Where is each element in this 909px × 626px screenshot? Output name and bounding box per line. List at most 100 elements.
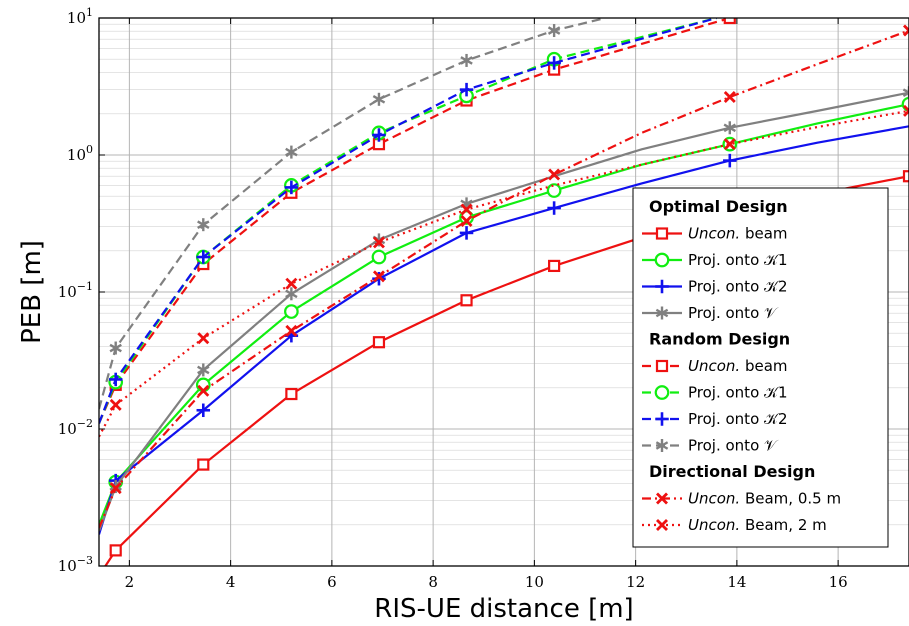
legend-heading: Optimal Design [649,197,788,216]
legend-swatch-marker [654,385,670,400]
data-point [548,259,561,273]
x-tick-label: 10 [525,573,544,591]
y-tick-label: 101 [67,6,93,27]
legend: Optimal Design Uncon. beam Proj. onto 𝒦1 Pr… [632,187,889,548]
data-point [547,201,561,215]
legend-heading: Random Design [649,330,790,349]
data-point [109,544,122,557]
x-tick-label: 8 [428,573,438,591]
data-point [372,336,386,349]
y-tick-label: 10−1 [58,280,93,301]
series-5 [99,18,717,424]
legend-swatch-marker [655,306,669,320]
data-point [723,18,736,25]
data-point [284,180,299,195]
legend-swatch-marker [656,492,668,505]
data-point [547,56,561,70]
data-point [197,332,210,345]
data-point [459,82,474,97]
data-point [284,304,299,319]
legend-swatch-marker [655,279,669,294]
legend-swatch-marker [655,227,669,240]
data-point [372,271,386,286]
legend-entry-label: Proj. onto 𝒱 [688,304,779,322]
y-tick-label: 100 [67,143,93,164]
y-axis-label: PEB [m] [17,240,47,344]
x-tick-label: 16 [829,573,848,591]
data-point [902,86,909,100]
series-line [99,18,606,410]
data-point [460,294,473,307]
x-axis-label: RIS-UE distance [m] [374,594,633,624]
series-lines [99,18,909,566]
data-point [460,203,473,216]
data-point [372,128,386,142]
data-point [109,341,122,355]
legend-entry-label: Uncon. Beam, 2 m [688,516,827,534]
legend-entry-label: Proj. onto 𝒱 [688,437,779,455]
x-tick-label: 2 [125,573,135,591]
data-point [285,287,298,301]
data-point [723,121,737,135]
data-point [285,387,298,401]
data-point [372,236,385,249]
y-tick-label: 10−2 [58,417,93,438]
x-tick-label: 4 [226,573,236,591]
data-point [197,363,210,377]
axis-ticks: 2 4 6 8 10 12 14 16 10−3 10−2 10−1 100 101 [58,6,848,591]
data-point [546,183,562,198]
data-point [548,168,561,181]
series-line [99,18,717,424]
legend-swatch-marker [656,519,668,531]
legend-swatch-marker [654,252,670,268]
data-point [196,403,211,418]
legend-swatch-marker [655,439,669,452]
legend-entry-label: Uncon. beam [688,225,788,243]
series-6 [99,18,717,424]
data-point [285,145,298,159]
data-point [109,482,122,495]
data-point [197,218,210,232]
x-tick-label: 6 [327,573,337,591]
data-point [372,270,385,283]
data-point [196,250,211,264]
legend-swatch-marker [655,359,669,373]
series-2 [99,125,909,535]
data-point [903,24,909,37]
data-point [460,53,473,67]
data-point [197,384,210,397]
data-point [460,214,473,227]
data-point [547,24,561,38]
data-point [723,91,736,104]
data-point [902,170,909,183]
data-point [372,92,386,106]
legend-heading: Directional Design [649,462,815,481]
data-point [723,153,737,168]
x-tick-label: 14 [727,573,746,591]
legend-entry-label: Uncon. beam [688,357,788,375]
legend-entry-label: Uncon. Beam, 0.5 m [688,490,841,508]
series-8 [99,24,909,529]
data-point [723,138,736,151]
data-point [197,458,210,471]
data-point [108,372,123,387]
data-point [903,104,909,117]
x-tick-label: 12 [626,573,645,591]
data-point [459,226,474,240]
data-point [285,277,298,290]
y-tick-label: 10−3 [58,554,93,575]
legend-box [632,187,889,548]
series-line [99,18,731,424]
data-point [285,324,298,337]
series-7 [99,18,606,410]
data-point [371,249,387,265]
legend-entry-label: Proj. onto 𝒦2 [688,278,788,296]
legend-swatch-marker [655,412,669,426]
legend-entry-label: Proj. onto 𝒦2 [688,410,788,428]
series-line [99,18,717,424]
data-point [109,398,122,411]
legend-entry-label: Proj. onto 𝒦1 [688,251,788,269]
legend-entry-label: Proj. onto 𝒦1 [688,384,788,402]
series-9 [99,104,909,438]
